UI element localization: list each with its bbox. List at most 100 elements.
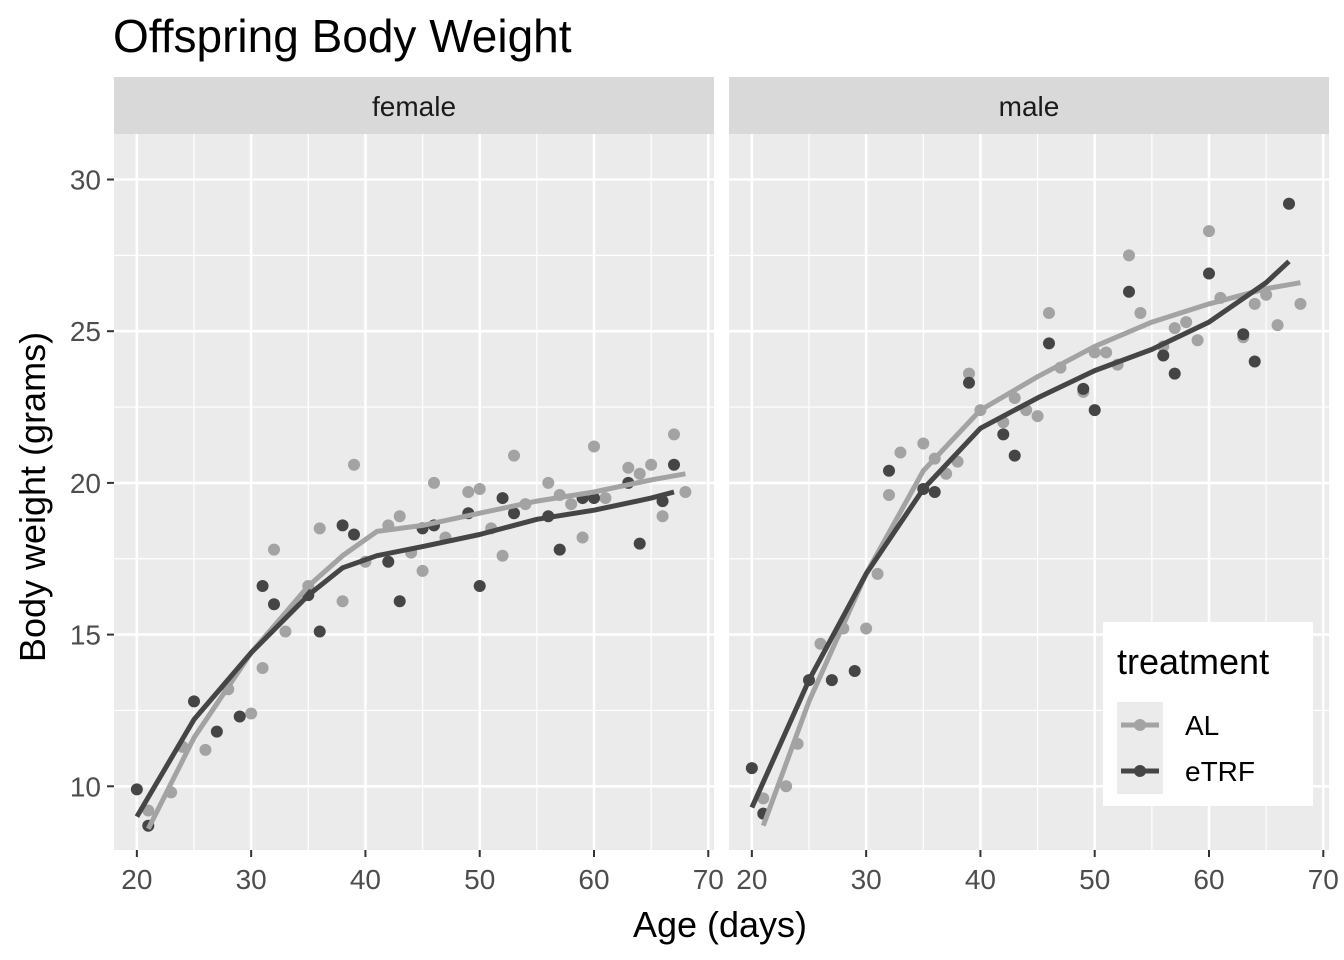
legend-title: treatment [1117, 641, 1269, 682]
point-al-female [645, 458, 658, 471]
legend-label-etrf: eTRF [1185, 756, 1255, 787]
legend: treatment AL eTRF [1103, 622, 1313, 806]
point-etrf-female [393, 595, 406, 608]
point-etrf-female [496, 492, 509, 505]
point-etrf-male [825, 674, 838, 687]
point-al-male [1134, 307, 1147, 319]
point-etrf-male [1157, 349, 1170, 362]
strip-label-female: female [372, 91, 456, 122]
point-al-female [565, 498, 578, 511]
point-al-female [199, 743, 212, 756]
y-tick-label: 25 [70, 316, 101, 347]
point-etrf-male [963, 376, 975, 389]
x-tick-label: 60 [578, 864, 609, 895]
strip-female [114, 77, 714, 134]
point-al-female [508, 449, 520, 462]
point-al-female [576, 531, 589, 544]
point-etrf-male [997, 428, 1010, 441]
strip-label-male: male [999, 91, 1060, 122]
point-al-female [348, 458, 360, 471]
point-al-female [336, 595, 349, 608]
point-al-female [142, 804, 155, 817]
point-etrf-male [1168, 367, 1181, 380]
point-al-male [1008, 391, 1021, 404]
point-al-male [1191, 334, 1204, 347]
point-etrf-male [1088, 404, 1101, 417]
smooth-line-al-male [760, 280, 1301, 827]
x-tick-label: 30 [851, 864, 882, 895]
point-etrf-female [668, 458, 680, 471]
point-al-female [393, 510, 406, 523]
point-al-male [963, 367, 975, 380]
x-tick-label: 70 [1308, 864, 1339, 895]
y-tick-label: 15 [70, 620, 101, 651]
x-tick-label: 60 [1193, 864, 1224, 895]
point-al-male [814, 637, 827, 650]
x-tick-label: 40 [965, 864, 996, 895]
legend-label-al: AL [1185, 710, 1219, 741]
strip-male [729, 77, 1329, 134]
point-al-male [871, 567, 884, 580]
point-etrf-female [233, 710, 246, 723]
x-tick-label: 50 [464, 864, 495, 895]
smooth-line-etrf-male [749, 259, 1291, 809]
point-al-female [622, 461, 635, 474]
chart-title: Offspring Body Weight [113, 10, 572, 62]
point-al-male [860, 622, 873, 635]
smooth-line-etrf-female [134, 489, 675, 818]
y-tick-label: 10 [70, 771, 101, 802]
legend-key-etrf-point [1134, 765, 1146, 777]
point-al-male [1271, 319, 1284, 332]
point-etrf-male [848, 665, 861, 677]
point-al-male [1168, 322, 1181, 335]
point-etrf-female [313, 625, 326, 638]
point-etrf-male [1043, 337, 1055, 350]
point-etrf-male [745, 762, 758, 775]
point-etrf-female [336, 519, 349, 532]
point-etrf-female [188, 695, 200, 708]
y-tick-label: 20 [70, 468, 101, 499]
panel-female: female 20 30 40 50 60 70 10 15 20 25 30 [70, 77, 724, 895]
x-tick-label: 20 [121, 864, 152, 895]
point-al-female [668, 428, 680, 441]
point-etrf-female [633, 537, 646, 550]
plot-background-female [114, 134, 714, 850]
point-al-male [780, 780, 793, 793]
point-etrf-male [1283, 197, 1295, 210]
point-al-female [268, 543, 280, 556]
point-al-female [633, 467, 646, 480]
point-etrf-female [210, 725, 223, 738]
point-etrf-male [1077, 382, 1090, 395]
point-etrf-male [1123, 285, 1135, 298]
x-tick-label: 70 [693, 864, 724, 895]
x-tick-label: 30 [236, 864, 267, 895]
point-al-female [656, 510, 669, 523]
point-al-female [313, 522, 326, 535]
point-al-female [588, 440, 600, 453]
point-etrf-female [256, 580, 269, 593]
point-al-female [496, 549, 509, 562]
point-al-male [894, 446, 907, 459]
point-etrf-male [1203, 267, 1215, 280]
point-etrf-female [130, 783, 143, 796]
point-al-female [599, 492, 612, 505]
point-al-male [1248, 297, 1261, 310]
point-etrf-male [1237, 328, 1250, 341]
point-al-female [416, 564, 429, 577]
point-al-female [542, 476, 555, 489]
point-etrf-female [382, 555, 395, 568]
point-al-male [1294, 297, 1307, 310]
point-al-male [1123, 249, 1135, 262]
point-etrf-female [268, 598, 280, 611]
point-al-male [1203, 225, 1215, 238]
x-tick-label: 40 [350, 864, 381, 895]
point-al-female [256, 661, 269, 674]
point-etrf-female [473, 580, 486, 593]
y-axis-title: Body weight (grams) [12, 332, 53, 662]
point-al-male [1031, 410, 1044, 423]
point-etrf-male [883, 464, 895, 477]
legend-key-al-point [1134, 719, 1146, 731]
point-al-female [428, 476, 440, 489]
point-etrf-male [928, 486, 941, 498]
